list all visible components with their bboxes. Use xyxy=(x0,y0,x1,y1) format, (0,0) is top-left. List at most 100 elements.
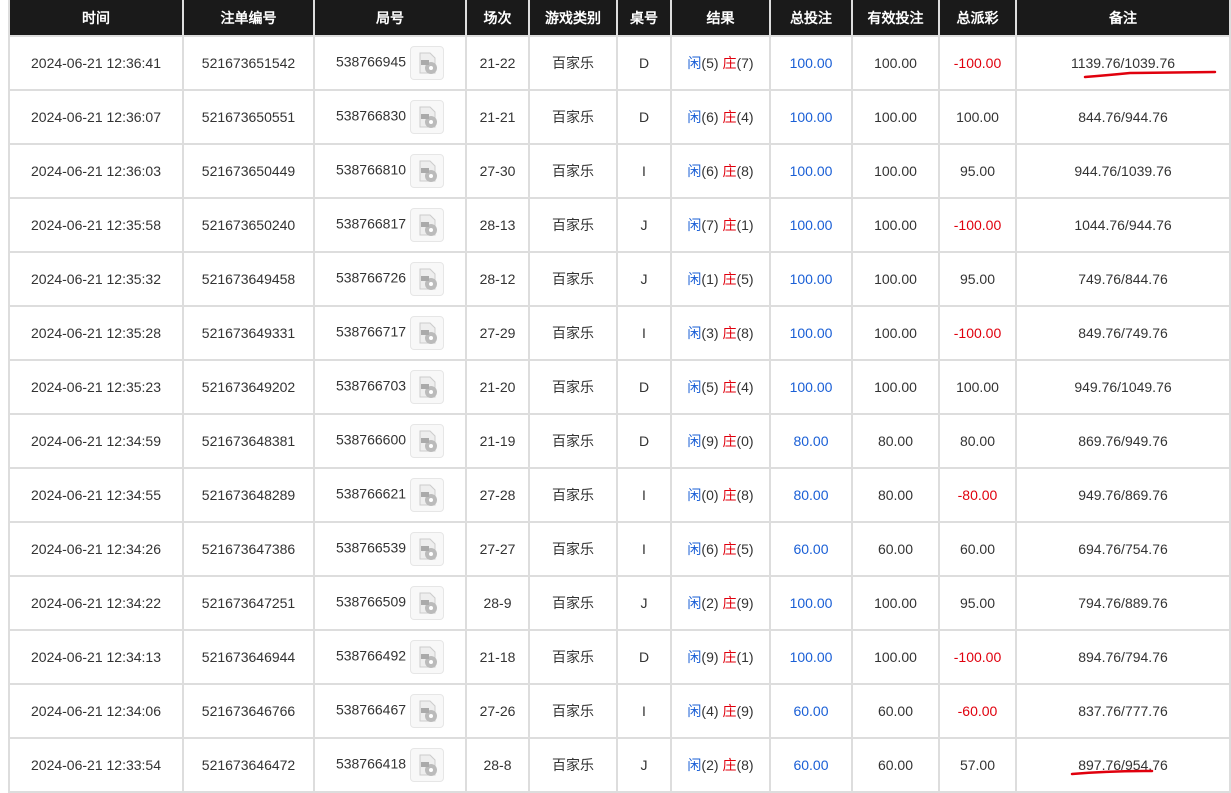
session: 21-20 xyxy=(479,379,516,395)
payout-cell: -100.00 xyxy=(938,35,1017,91)
total-bet-cell: 60.00 xyxy=(769,521,853,577)
video-replay-icon[interactable] xyxy=(410,46,445,80)
valid-bet-cell: 100.00 xyxy=(851,197,940,253)
round-id-cell: 538766817 xyxy=(313,197,467,253)
table-no-cell: J xyxy=(616,737,672,793)
video-replay-icon[interactable] xyxy=(410,532,445,566)
remark-cell: 894.76/794.76 xyxy=(1015,629,1231,685)
game-type: 百家乐 xyxy=(552,487,594,503)
banker-label: 庄 xyxy=(722,649,737,665)
time-cell: 2024-06-21 12:34:22 xyxy=(8,575,184,631)
payout: 100.00 xyxy=(956,379,999,395)
player-score: 0 xyxy=(706,487,714,503)
table-no-cell: D xyxy=(616,359,672,415)
remark: 694.76/754.76 xyxy=(1078,541,1168,557)
remark-cell: 749.76/844.76 xyxy=(1015,251,1231,307)
time-cell: 2024-06-21 12:35:28 xyxy=(8,305,184,361)
video-replay-icon[interactable] xyxy=(410,316,445,350)
banker-score: 9 xyxy=(741,703,749,719)
remark-cell: 869.76/949.76 xyxy=(1015,413,1231,469)
video-replay-icon[interactable] xyxy=(410,748,445,782)
result-cell: 闲(0) 庄(8) xyxy=(670,467,771,523)
session-cell: 21-22 xyxy=(465,35,530,91)
payout: 95.00 xyxy=(959,595,996,611)
game-type-cell: 百家乐 xyxy=(528,683,618,739)
result-cell: 闲(6) 庄(4) xyxy=(670,89,771,145)
game-type: 百家乐 xyxy=(552,433,594,449)
valid-bet: 80.00 xyxy=(877,433,914,449)
total-bet-cell: 60.00 xyxy=(769,683,853,739)
session: 27-28 xyxy=(479,487,516,503)
video-replay-icon[interactable] xyxy=(410,424,445,458)
payout-cell: 57.00 xyxy=(938,737,1017,793)
payout: 100.00 xyxy=(956,109,999,125)
column-header: 场次 xyxy=(465,0,530,36)
player-score: 3 xyxy=(706,325,714,341)
banker-label: 庄 xyxy=(722,109,737,125)
remark-cell: 949.76/1049.76 xyxy=(1015,359,1231,415)
payout-cell: 100.00 xyxy=(938,89,1017,145)
session-cell: 21-18 xyxy=(465,629,530,685)
table-row: 2024-06-21 12:34:26 521673647386 538766539… xyxy=(8,521,1231,577)
time: 2024-06-21 12:36:07 xyxy=(31,109,161,125)
payout: 60.00 xyxy=(959,541,996,557)
round-id-cell: 538766467 xyxy=(313,683,467,739)
session: 21-22 xyxy=(479,55,516,71)
bet-id-cell: 521673647386 xyxy=(182,521,315,577)
payout: 95.00 xyxy=(959,271,996,287)
total-bet-cell: 100.00 xyxy=(769,197,853,253)
game-type-cell: 百家乐 xyxy=(528,143,618,199)
column-header: 注单编号 xyxy=(182,0,315,36)
video-replay-icon[interactable] xyxy=(410,694,445,728)
banker-score: 8 xyxy=(741,487,749,503)
player-score: 7 xyxy=(706,217,714,233)
total-bet: 100.00 xyxy=(789,379,833,395)
payout-cell: -100.00 xyxy=(938,305,1017,361)
time: 2024-06-21 12:34:26 xyxy=(31,541,161,557)
video-replay-icon[interactable] xyxy=(410,208,445,242)
remark-cell: 944.76/1039.76 xyxy=(1015,143,1231,199)
player-score: 9 xyxy=(706,433,714,449)
round-id: 538766621 xyxy=(335,485,407,502)
bet-history-table: 时间 注单编号 局号 场次 游戏类别 桌号 结果 总投注 有效投注 总派彩 备注 2024-06-2… xyxy=(8,0,1231,793)
column-header: 桌号 xyxy=(616,0,672,36)
video-replay-icon[interactable] xyxy=(410,154,445,188)
video-replay-icon[interactable] xyxy=(410,370,445,404)
payout-cell: 80.00 xyxy=(938,413,1017,469)
video-replay-icon[interactable] xyxy=(410,262,445,296)
time-cell: 2024-06-21 12:36:41 xyxy=(8,35,184,91)
session-cell: 27-26 xyxy=(465,683,530,739)
bet-id: 521673646472 xyxy=(201,757,296,773)
total-bet-cell: 100.00 xyxy=(769,89,853,145)
valid-bet-cell: 100.00 xyxy=(851,35,940,91)
time-cell: 2024-06-21 12:34:13 xyxy=(8,629,184,685)
result-cell: 闲(2) 庄(9) xyxy=(670,575,771,631)
player-score: 4 xyxy=(706,703,714,719)
game-type-cell: 百家乐 xyxy=(528,305,618,361)
banker-label: 庄 xyxy=(722,217,737,233)
time-cell: 2024-06-21 12:35:58 xyxy=(8,197,184,253)
remark: 1044.76/944.76 xyxy=(1074,217,1172,233)
time: 2024-06-21 12:36:03 xyxy=(31,163,161,179)
table-row: 2024-06-21 12:34:55 521673648289 538766621… xyxy=(8,467,1231,523)
total-bet: 100.00 xyxy=(789,163,833,179)
video-replay-icon[interactable] xyxy=(410,100,445,134)
column-header: 游戏类别 xyxy=(528,0,618,36)
table-no: D xyxy=(638,649,650,665)
total-bet-cell: 60.00 xyxy=(769,737,853,793)
time: 2024-06-21 12:33:54 xyxy=(31,757,161,773)
banker-score: 4 xyxy=(741,379,749,395)
time: 2024-06-21 12:35:32 xyxy=(31,271,161,287)
valid-bet: 100.00 xyxy=(874,217,917,233)
player-score: 6 xyxy=(706,541,714,557)
video-replay-icon[interactable] xyxy=(410,586,445,620)
table-no-cell: J xyxy=(616,251,672,307)
valid-bet: 60.00 xyxy=(877,757,914,773)
player-label: 闲 xyxy=(687,649,702,665)
banker-score: 9 xyxy=(741,595,749,611)
video-replay-icon[interactable] xyxy=(410,478,445,512)
game-type: 百家乐 xyxy=(552,757,594,773)
video-replay-icon[interactable] xyxy=(410,640,445,674)
column-header: 总投注 xyxy=(769,0,853,36)
table-no-cell: D xyxy=(616,413,672,469)
